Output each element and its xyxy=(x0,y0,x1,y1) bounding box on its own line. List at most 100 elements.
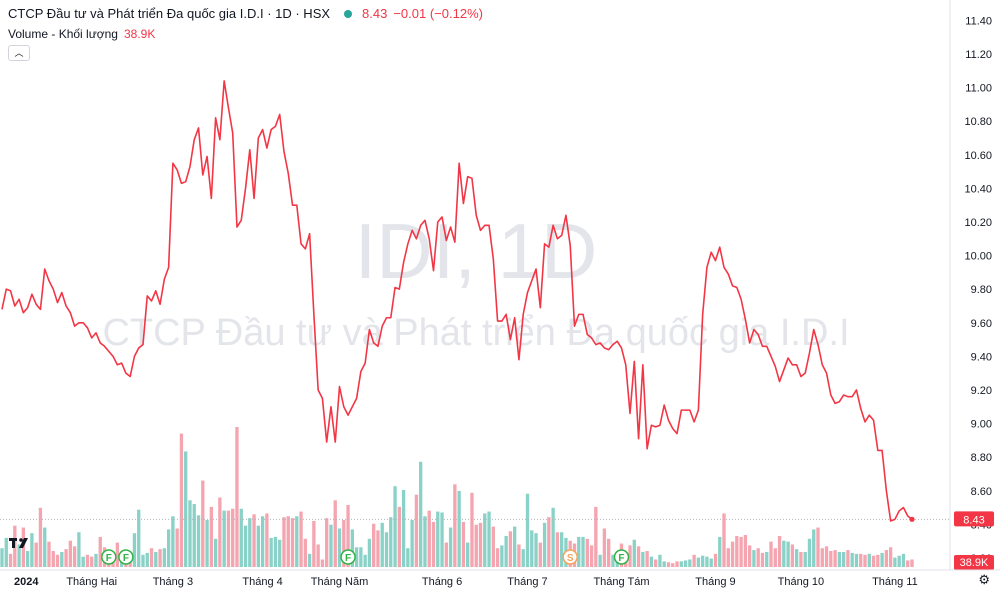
time-tick-label: Tháng 10 xyxy=(778,576,824,588)
time-tick-label: Tháng Năm xyxy=(311,576,368,588)
price-axis[interactable]: 11.40 11.20 11.00 10.80 10.60 10.40 10.20 10.00… xyxy=(949,0,994,570)
time-tick-label: Tháng 11 xyxy=(872,576,918,588)
volume-bar xyxy=(222,510,226,567)
volume-bar xyxy=(846,550,850,567)
volume-bar xyxy=(722,513,726,567)
time-tick-label: Tháng 7 xyxy=(507,576,547,588)
price-tick-label: 11.00 xyxy=(965,83,992,95)
volume-bar xyxy=(641,551,645,567)
last-volume-badge-bg xyxy=(954,555,994,570)
volume-bar xyxy=(901,553,906,567)
time-tick-label: Tháng 3 xyxy=(153,576,193,588)
volume-bar xyxy=(43,527,47,567)
price-tick-label: 11.40 xyxy=(965,15,992,27)
volume-bar xyxy=(51,551,55,567)
price-tick-label: 8.60 xyxy=(971,486,992,498)
volume-bar xyxy=(239,508,243,567)
volume-bar xyxy=(406,548,410,567)
volume-bar xyxy=(555,532,560,567)
volume-bar xyxy=(8,553,13,567)
volume-bar xyxy=(72,546,77,567)
collapse-legend-button[interactable]: ︿ xyxy=(8,45,30,61)
time-axis[interactable]: 2024 Tháng Hai Tháng 3 Tháng 4 Tháng Năm Thán… xyxy=(0,569,1000,588)
volume-legend: Volume - Khối lượng 38.9K xyxy=(8,27,155,41)
volume-bar xyxy=(337,528,342,567)
symbol-title[interactable]: CTCP Đầu tư và Phát triển Đa quốc gia I.… xyxy=(8,6,331,21)
volume-bar xyxy=(333,500,337,567)
volume-bar xyxy=(747,545,752,567)
volume-label[interactable]: Volume - Khối lượng xyxy=(8,27,118,41)
volume-bar xyxy=(470,492,474,567)
volume-bar xyxy=(325,518,329,567)
volume-bar xyxy=(820,548,824,567)
volume-bar xyxy=(551,507,555,567)
event-marker: F xyxy=(101,549,117,565)
volume-bar xyxy=(94,553,98,567)
event-marker-circle xyxy=(340,549,356,565)
volume-bar xyxy=(807,538,812,567)
price-tick-label: 10.20 xyxy=(964,217,992,229)
volume-bar xyxy=(299,511,303,567)
event-marker-label: F xyxy=(618,553,624,564)
volume-bar xyxy=(880,552,884,567)
volume-bar xyxy=(367,538,372,567)
volume-bar xyxy=(589,545,594,567)
tradingview-logo-mark xyxy=(9,538,28,548)
volume-bar xyxy=(829,551,833,567)
volume-bar xyxy=(525,493,530,567)
volume-bar xyxy=(342,520,346,567)
volume-bar xyxy=(884,550,889,567)
volume-bar xyxy=(162,548,167,567)
volume-bar xyxy=(461,521,466,567)
gear-icon[interactable]: ⚙ xyxy=(978,572,990,587)
volume-bar xyxy=(132,533,137,567)
volume-bar xyxy=(115,542,120,567)
volume-bar xyxy=(683,560,688,567)
price-tick-label: 9.60 xyxy=(971,318,992,330)
volume-bar xyxy=(307,553,312,567)
volume-bar xyxy=(696,557,701,567)
price-tick-label: 9.20 xyxy=(971,385,992,397)
volume-bar xyxy=(705,556,709,567)
volume-bar xyxy=(201,480,205,567)
event-marker-label: F xyxy=(106,553,112,564)
volume-bar xyxy=(867,553,871,567)
last-volume-badge-text: 38.9K xyxy=(960,557,989,569)
volume-bar xyxy=(628,545,632,567)
volume-bar xyxy=(474,524,478,567)
volume-bar xyxy=(547,517,551,567)
price-tick-label: 8.80 xyxy=(971,452,992,464)
volume-bar xyxy=(137,509,141,567)
volume-bar xyxy=(812,529,816,567)
volume-bar xyxy=(209,506,214,567)
volume-bar xyxy=(376,530,380,567)
volume-bar xyxy=(359,547,363,567)
volume-bar xyxy=(436,511,440,567)
volume-bar xyxy=(765,551,769,567)
watermark: IDI, 1D CTCP Đầu tư và Phát triển Đa quố… xyxy=(102,207,849,354)
volume-bar xyxy=(794,549,799,567)
volume-bar xyxy=(380,522,384,567)
tradingview-logo[interactable] xyxy=(8,535,34,555)
volume-bar xyxy=(171,516,175,567)
volume-bar xyxy=(346,504,350,567)
event-marker: F xyxy=(340,549,356,565)
volume-bar xyxy=(538,542,542,567)
volume-bar xyxy=(709,558,713,567)
volume-bar xyxy=(632,539,636,567)
volume-bar xyxy=(205,520,209,567)
volume-bar xyxy=(295,516,299,567)
volume-bar xyxy=(226,510,231,567)
volume-bar xyxy=(158,549,162,567)
volume-bar xyxy=(64,549,68,567)
volume-bar xyxy=(81,556,85,567)
volume-bar xyxy=(859,553,863,567)
event-marker-circle xyxy=(562,549,578,565)
volume-bar xyxy=(320,559,325,567)
volume-bar xyxy=(760,552,765,567)
price-tick-label: 11.20 xyxy=(965,49,992,61)
price-tick-label: 10.60 xyxy=(964,150,992,162)
volume-bar xyxy=(649,556,654,567)
volume-bar xyxy=(243,525,248,567)
